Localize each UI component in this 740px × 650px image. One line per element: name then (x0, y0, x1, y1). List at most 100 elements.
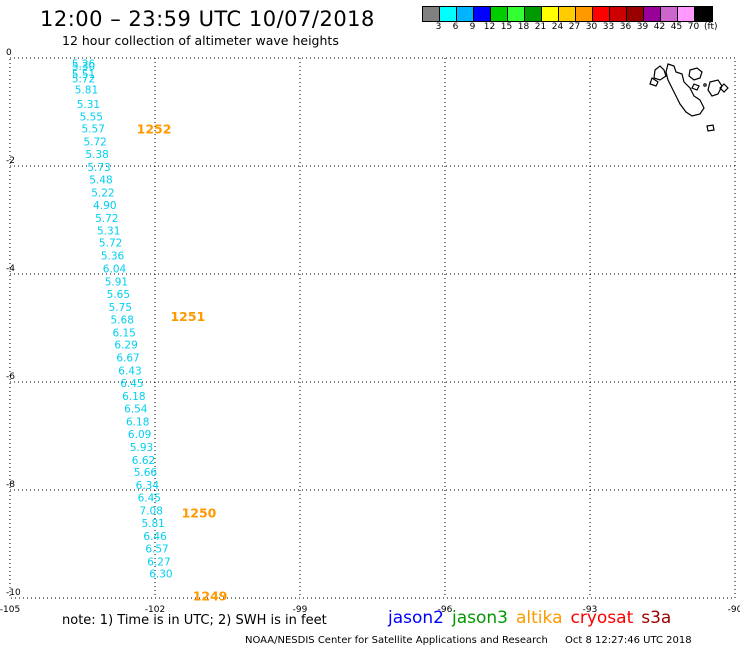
swh-value: 5.91 (105, 277, 128, 289)
galapagos-coastline (649, 63, 729, 132)
satellite-jason3: jason3 (452, 608, 508, 628)
swh-value: 5.55 (80, 111, 103, 123)
swh-value: 6.29 (114, 340, 137, 352)
footnote: note: 1) Time is in UTC; 2) SWH is in fe… (62, 613, 327, 628)
color-scale-tick: 42 (653, 22, 666, 32)
color-scale-tick: 12 (483, 22, 496, 32)
swh-value: 6.67 (116, 353, 139, 365)
longitude-label: -96 (438, 605, 453, 615)
swh-value: 7.08 (140, 506, 163, 518)
swh-value: 6.54 (124, 403, 148, 415)
swh-value: 5.68 (111, 314, 134, 326)
swh-value: 5.48 (89, 175, 112, 187)
color-scale-ticks: 3 6 9 12 15 18 21 24 27 30 33 36 39 42 45 70 (ft) (422, 22, 718, 32)
swh-value: 6.09 (128, 429, 151, 441)
map-title: 12:00 – 23:59 UTC 10/07/2018 (40, 7, 375, 31)
color-swatch (576, 7, 593, 21)
latitude-label: -4 (6, 264, 15, 274)
time-labels: 1252 1251 1250 1249 (137, 122, 228, 604)
color-scale-tick: 45 (670, 22, 683, 32)
swh-value: 5.36 (101, 251, 125, 263)
credit-text: NOAA/NESDIS Center for Satellite Applica… (245, 635, 548, 646)
color-swatch (474, 7, 491, 21)
color-swatch (559, 7, 576, 21)
satellite-legend: jason2 jason3 altika cryosat s3a (388, 608, 679, 628)
color-scale-tick: 21 (534, 22, 547, 32)
swh-track: 5.265.305.515.725.815.315.555.575.725.38… (72, 58, 173, 580)
color-scale-tick: 39 (636, 22, 649, 32)
color-scale (422, 6, 713, 22)
swh-value: 5.57 (82, 124, 105, 136)
swh-value: 5.51 (72, 69, 95, 81)
latitude-label: -2 (6, 156, 15, 166)
color-scale-tick: 3 (435, 22, 442, 32)
swh-value: 5.26 (72, 58, 96, 70)
swh-value: 6.62 (132, 455, 155, 467)
map-subtitle: 12 hour collection of altimeter wave hei… (62, 33, 339, 48)
latitude-label: -6 (6, 372, 15, 382)
color-swatch (678, 7, 695, 21)
swh-value: 5.75 (109, 302, 132, 314)
satellite-cryosat: cryosat (570, 608, 634, 628)
swh-value: 6.57 (145, 543, 168, 555)
swh-value: 5.72 (72, 74, 95, 86)
swh-value: 5.72 (83, 137, 106, 149)
latitude-label: -8 (6, 480, 15, 490)
color-swatch (542, 7, 559, 21)
latitude-label: 0 (6, 48, 12, 58)
color-swatch (610, 7, 627, 21)
swh-value: 6.30 (149, 569, 172, 581)
time-label: 1251 (170, 309, 205, 324)
swh-value: 5.66 (134, 467, 158, 479)
axis-labels: -105 -102 -99 -96 -93 -90 0 -2 -4 -6 -8 -10 (0, 48, 740, 615)
satellite-jason2: jason2 (388, 608, 444, 628)
color-swatch (440, 7, 457, 21)
color-swatch (644, 7, 661, 21)
swh-value: 6.46 (143, 531, 167, 543)
time-label: 1250 (182, 506, 217, 521)
swh-value: 5.81 (141, 518, 164, 530)
swh-value: 6.15 (112, 327, 135, 339)
color-swatch (593, 7, 610, 21)
swh-value: 5.30 (72, 61, 95, 73)
swh-value: 6.04 (103, 264, 127, 276)
time-label: 1249 (193, 588, 228, 603)
color-scale-tick: 15 (500, 22, 513, 32)
graticule (10, 58, 735, 598)
swh-value: 5.22 (91, 187, 114, 199)
time-label: 1252 (137, 122, 172, 137)
color-scale-tick: 36 (619, 22, 632, 32)
swh-value: 6.18 (126, 416, 149, 428)
color-swatch (661, 7, 678, 21)
swh-value: 6.45 (120, 378, 143, 390)
color-swatch (695, 7, 712, 21)
swh-value: 4.90 (93, 200, 116, 212)
satellite-altika: altika (516, 608, 563, 628)
swh-value: 5.65 (107, 289, 130, 301)
swh-value: 5.38 (85, 149, 108, 161)
swh-value: 6.18 (122, 391, 145, 403)
color-swatch (508, 7, 525, 21)
credit-line: NOAA/NESDIS Center for Satellite Applica… (245, 635, 692, 646)
color-scale-unit: (ft) (704, 22, 718, 32)
color-swatch (423, 7, 440, 21)
swh-value: 5.93 (130, 442, 153, 454)
longitude-label: -105 (0, 605, 20, 615)
color-scale-tick: 70 (687, 22, 700, 32)
color-scale-tick: 9 (469, 22, 476, 32)
color-swatch (457, 7, 474, 21)
swh-value: 5.31 (97, 225, 120, 237)
swh-value: 5.73 (87, 162, 110, 174)
color-scale-tick: 33 (602, 22, 615, 32)
color-scale-tick: 27 (568, 22, 581, 32)
swh-value: 6.43 (118, 366, 141, 378)
swh-value: 5.72 (99, 238, 122, 250)
satellite-s3a: s3a (641, 608, 672, 628)
longitude-label: -90 (728, 605, 740, 615)
color-swatch (525, 7, 542, 21)
swh-value: 6.34 (136, 480, 160, 492)
latitude-label: -10 (6, 588, 21, 598)
swh-value: 5.81 (75, 84, 98, 96)
swh-value: 6.27 (147, 556, 170, 568)
